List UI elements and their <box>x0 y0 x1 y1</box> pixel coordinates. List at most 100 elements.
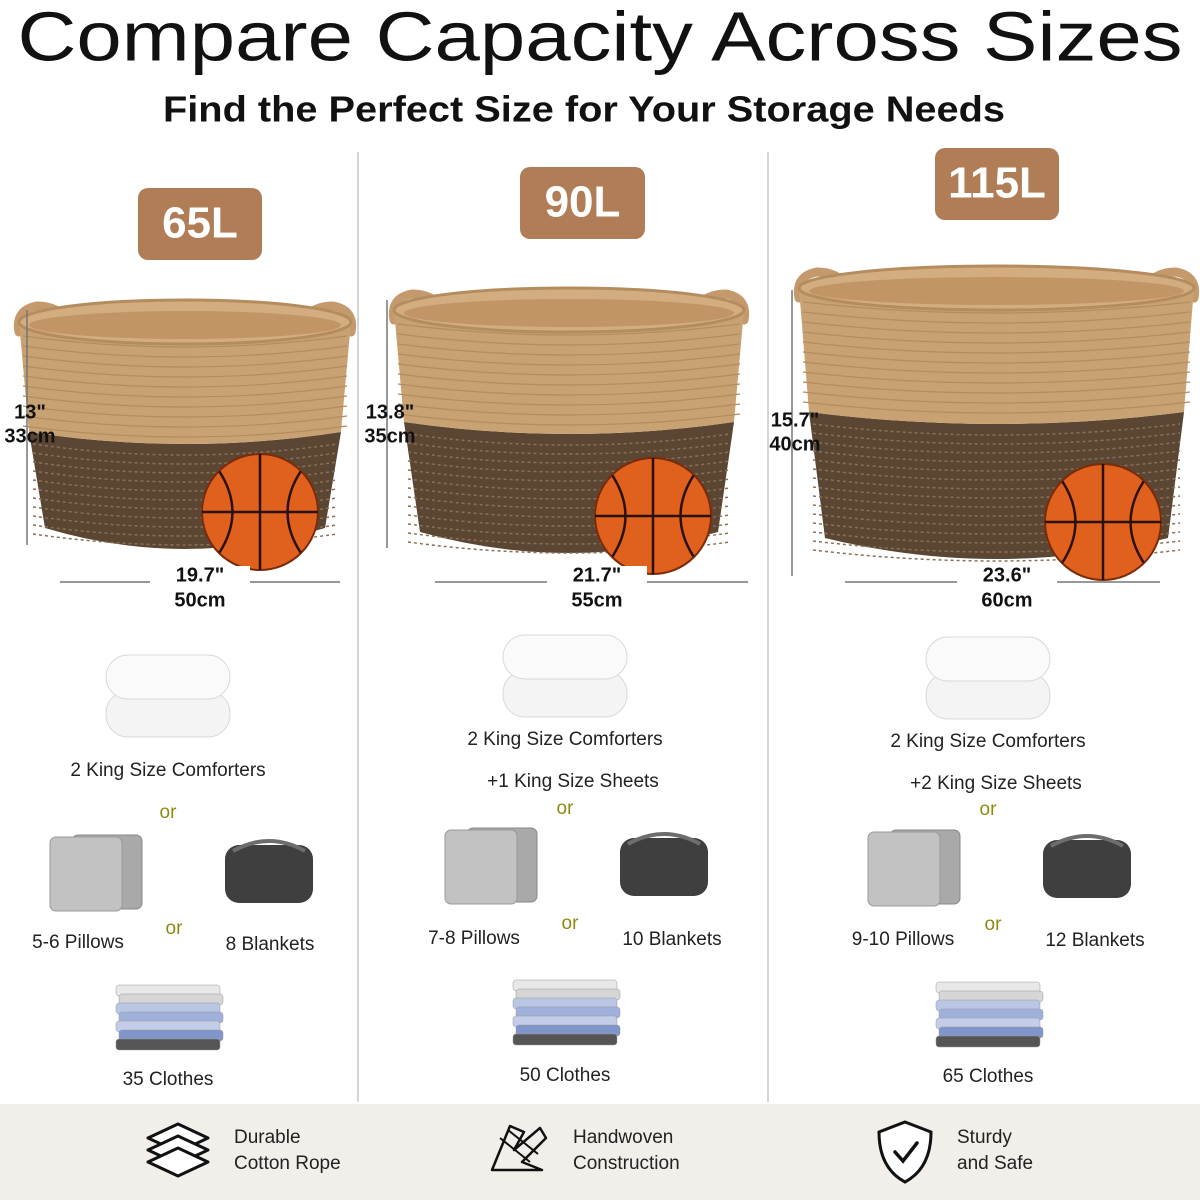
pillow <box>49 836 123 912</box>
feature-list: Durable Cotton Rope Handwoven Construction S… <box>146 1120 1033 1184</box>
height-inch: 13.8" <box>366 401 414 423</box>
pillow <box>444 829 518 905</box>
rope-line <box>22 375 348 388</box>
rope-line <box>802 381 1191 394</box>
or-label: or <box>985 914 1003 935</box>
height-cm: 40cm <box>769 433 820 455</box>
feature-text: and Safe <box>957 1153 1033 1174</box>
width-cm: 50cm <box>174 589 225 611</box>
rope-line <box>802 341 1191 354</box>
pillows-label: 5-6 Pillows <box>32 932 124 953</box>
size-columns: 65L 13"33cm 19.7" 50cm 2 King Size Comforter… <box>4 148 1200 1090</box>
capacity-badge <box>935 148 1059 220</box>
rope-line <box>812 423 1181 436</box>
shield-check <box>893 1141 919 1164</box>
feature-text: Durable <box>234 1127 301 1148</box>
rope-line <box>397 333 741 346</box>
rope-line <box>397 413 741 426</box>
rope-line <box>397 323 741 336</box>
rope-line <box>802 391 1191 404</box>
rope-line <box>812 432 1181 445</box>
rope-line <box>407 469 731 482</box>
rope-line <box>407 478 731 491</box>
width-cm: 60cm <box>981 589 1032 611</box>
shield-icon <box>877 1120 933 1184</box>
width-inch: 23.6" <box>983 564 1031 586</box>
blanket-fold <box>1050 834 1124 848</box>
rope-line <box>407 442 731 455</box>
rope-line <box>802 331 1191 344</box>
width-label-bg <box>150 566 250 588</box>
rope-line <box>22 345 348 358</box>
rope-line <box>407 460 731 473</box>
feature-text: Sturdy <box>957 1127 1012 1148</box>
rope-line <box>407 451 731 464</box>
folded-clothes <box>115 1038 221 1051</box>
rope-line <box>802 321 1191 334</box>
rope-line <box>802 371 1191 384</box>
rope-line <box>812 441 1181 454</box>
rope-line <box>397 373 741 386</box>
width-label-bg <box>547 566 647 588</box>
blanket-fold <box>232 839 306 853</box>
width-cm: 55cm <box>571 589 622 611</box>
ball-seam <box>595 458 711 574</box>
rope-line <box>22 395 348 408</box>
rope-line <box>802 351 1191 364</box>
rope-line <box>812 459 1181 472</box>
width-label-bg <box>957 566 1057 588</box>
feature-text: Handwoven <box>573 1127 673 1148</box>
rope-line <box>407 496 731 509</box>
rope-line <box>802 311 1191 324</box>
hands-icon <box>499 1129 539 1163</box>
rope-line <box>802 401 1191 414</box>
size-column: 65L 13"33cm 19.7" 50cm 2 King Size Comforter… <box>4 188 357 1090</box>
blanket-fold <box>627 832 701 846</box>
sheets-label: +1 King Size Sheets <box>487 771 659 792</box>
ball-seam <box>1045 464 1161 580</box>
ball-seam <box>202 454 318 570</box>
rope-line <box>397 343 741 356</box>
blanket <box>1043 840 1131 898</box>
page-subtitle: Find the Perfect Size for Your Storage N… <box>163 89 1005 130</box>
rope-line <box>397 383 741 396</box>
pillows-label: 9-10 Pillows <box>852 929 954 950</box>
basket-opening <box>809 277 1184 305</box>
capacity-label: 90L <box>545 178 621 227</box>
basket-upper <box>19 322 351 444</box>
capacity-badge <box>520 167 645 239</box>
rope-line <box>407 433 731 446</box>
rope-line <box>22 415 348 428</box>
basket-opening <box>29 311 341 339</box>
blankets-label: 12 Blankets <box>1045 930 1144 951</box>
sheets-label: +2 King Size Sheets <box>910 773 1082 794</box>
or-label: or <box>980 799 998 820</box>
folded-clothes <box>512 1033 618 1046</box>
height-cm: 33cm <box>4 425 55 447</box>
or-label: or <box>166 918 184 939</box>
comforters-label: 2 King Size Comforters <box>890 731 1085 752</box>
or-label: or <box>160 802 178 823</box>
or-label: or <box>557 798 575 819</box>
hands-icon <box>490 1124 548 1172</box>
feature-text: Construction <box>573 1153 680 1174</box>
pillow <box>867 831 941 907</box>
rope-line <box>407 487 731 500</box>
feature: Handwoven Construction <box>490 1124 680 1174</box>
width-inch: 19.7" <box>176 564 224 586</box>
size-column: 90L 13.8"35cm 21.7" 55cm 2 King Size Comfort… <box>364 167 750 1086</box>
capacity-label: 115L <box>948 159 1046 208</box>
rope-line <box>407 514 731 527</box>
comforter <box>502 634 628 680</box>
pillows-label: 7-8 Pillows <box>428 928 520 949</box>
clothes-label: 50 Clothes <box>520 1065 611 1086</box>
rope-line <box>802 301 1191 314</box>
folded-clothes <box>935 1035 1041 1048</box>
rope-line <box>22 405 348 418</box>
feature: Durable Cotton Rope <box>146 1122 341 1178</box>
rope-line <box>407 505 731 518</box>
rope-line <box>22 425 348 438</box>
rope-line <box>407 523 731 536</box>
layers-icon <box>146 1146 210 1178</box>
height-cm: 35cm <box>364 425 415 447</box>
